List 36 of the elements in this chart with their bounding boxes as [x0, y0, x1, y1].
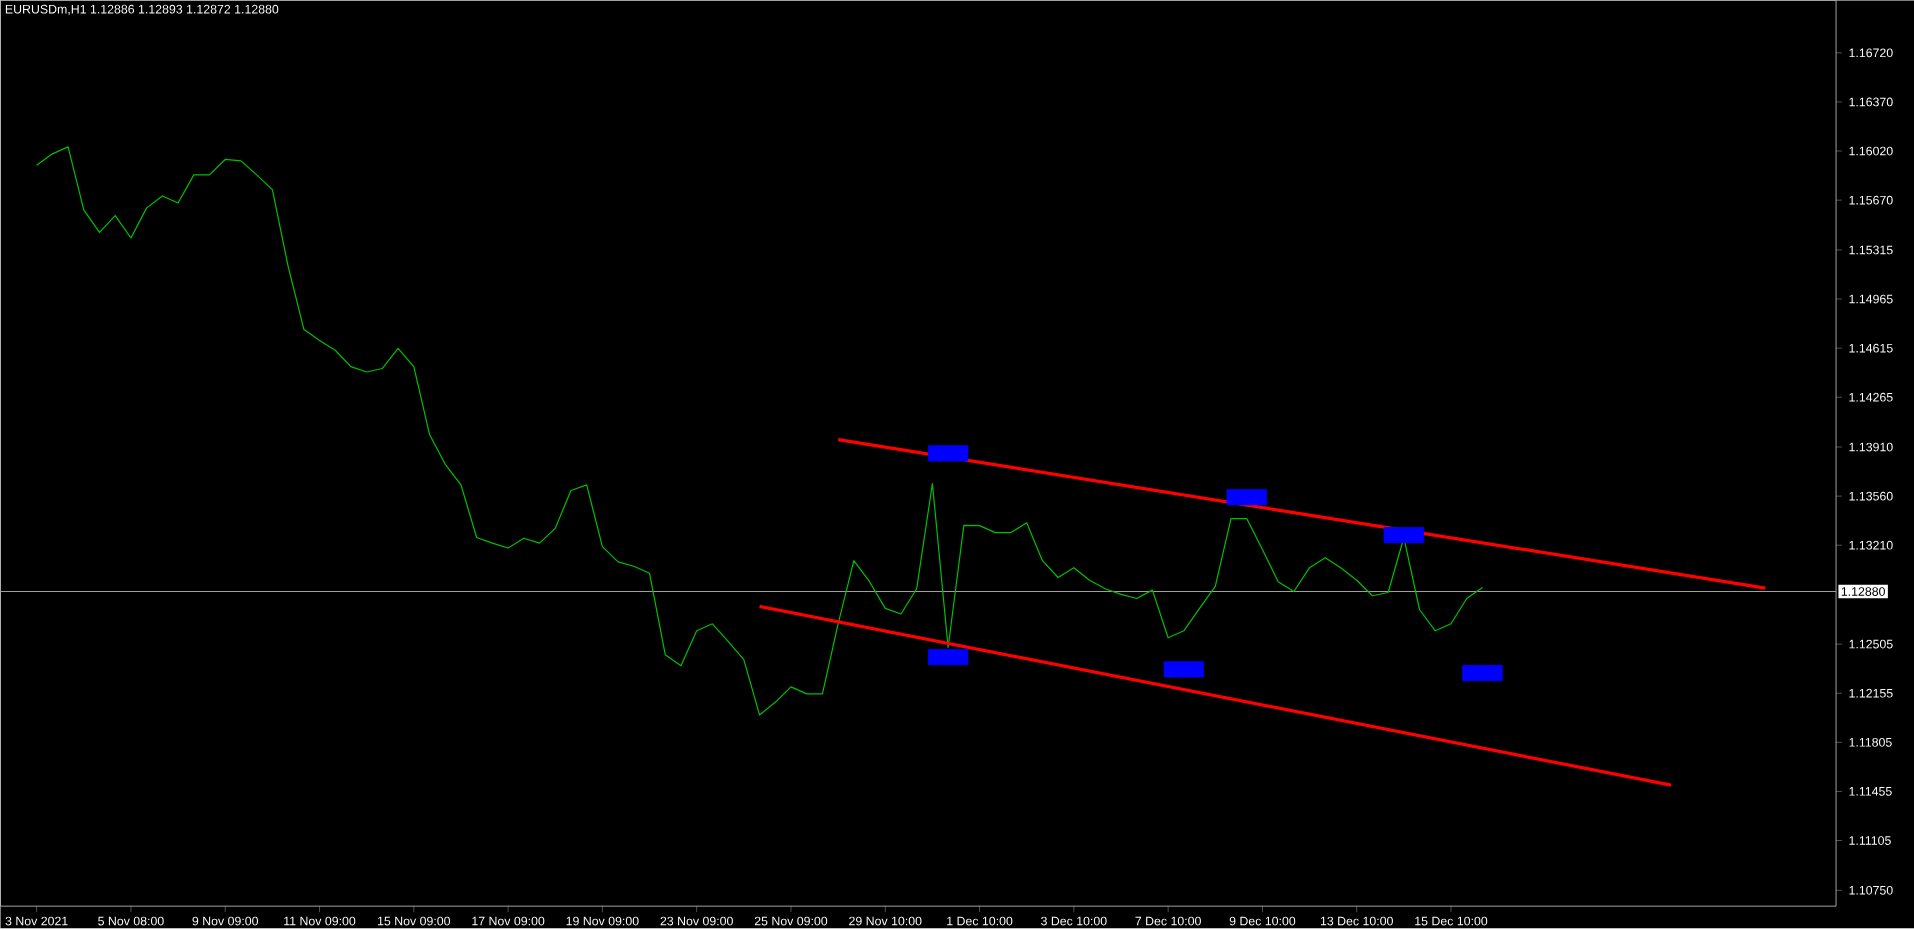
- x-tick-label: 3 Dec 10:00: [1041, 916, 1107, 926]
- x-tick-label: 9 Nov 09:00: [192, 916, 259, 926]
- x-tick-label: 23 Nov 09:00: [660, 916, 733, 926]
- x-tick-label: 15 Nov 09:00: [378, 916, 451, 926]
- y-tick-label: 1.11455: [1849, 787, 1892, 796]
- y-tick-label: 1.14615: [1849, 344, 1893, 353]
- y-tick-label: 1.12505: [1849, 639, 1893, 649]
- x-tick-label: 15 Dec 10:00: [1415, 916, 1488, 926]
- x-tick-label: 17 Nov 09:00: [472, 916, 545, 926]
- x-tick-label: 5 Nov 08:00: [98, 916, 164, 926]
- y-tick-label: 1.16020: [1849, 146, 1893, 156]
- x-tick-label: 19 Nov 09:00: [566, 916, 639, 926]
- y-tick-label: 1.14965: [1849, 294, 1893, 304]
- ref-line-label: 1.12880: [1841, 587, 1885, 597]
- y-tick-label: 1.16720: [1849, 48, 1893, 58]
- y-tick-label: 1.13210: [1849, 541, 1893, 550]
- y-tick-label: 1.11805: [1849, 738, 1892, 747]
- x-tick-label: 7 Dec 10:00: [1135, 916, 1201, 926]
- x-tick-label: 29 Nov 10:00: [849, 916, 922, 926]
- x-tick-label: 3 Nov 2021: [5, 916, 68, 926]
- y-tick-label: 1.14265: [1849, 393, 1893, 402]
- y-tick-label: 1.15670: [1849, 196, 1893, 205]
- chart-title: EURUSDm,H1 1.12886 1.12893 1.12872 1.12880: [5, 5, 279, 16]
- y-tick-label: 1.13910: [1849, 442, 1893, 452]
- y-tick-label: 1.15315: [1849, 245, 1893, 255]
- y-tick-label: 1.11105: [1849, 836, 1891, 846]
- y-tick-label: 1.10750: [1849, 886, 1893, 895]
- x-tick-label: 25 Nov 09:00: [754, 916, 828, 926]
- line-series: [36, 146, 1484, 716]
- x-tick-label: 9 Dec 10:00: [1229, 916, 1296, 926]
- y-tick-label: 1.12155: [1849, 689, 1893, 698]
- x-tick-label: 1 Dec 10:00: [947, 916, 1013, 926]
- x-tick-label: 13 Dec 10:00: [1320, 916, 1393, 926]
- y-tick-label: 1.16370: [1849, 97, 1893, 107]
- x-tick-label: 11 Nov 09:00: [284, 916, 356, 926]
- y-tick-label: 1.13560: [1849, 491, 1893, 501]
